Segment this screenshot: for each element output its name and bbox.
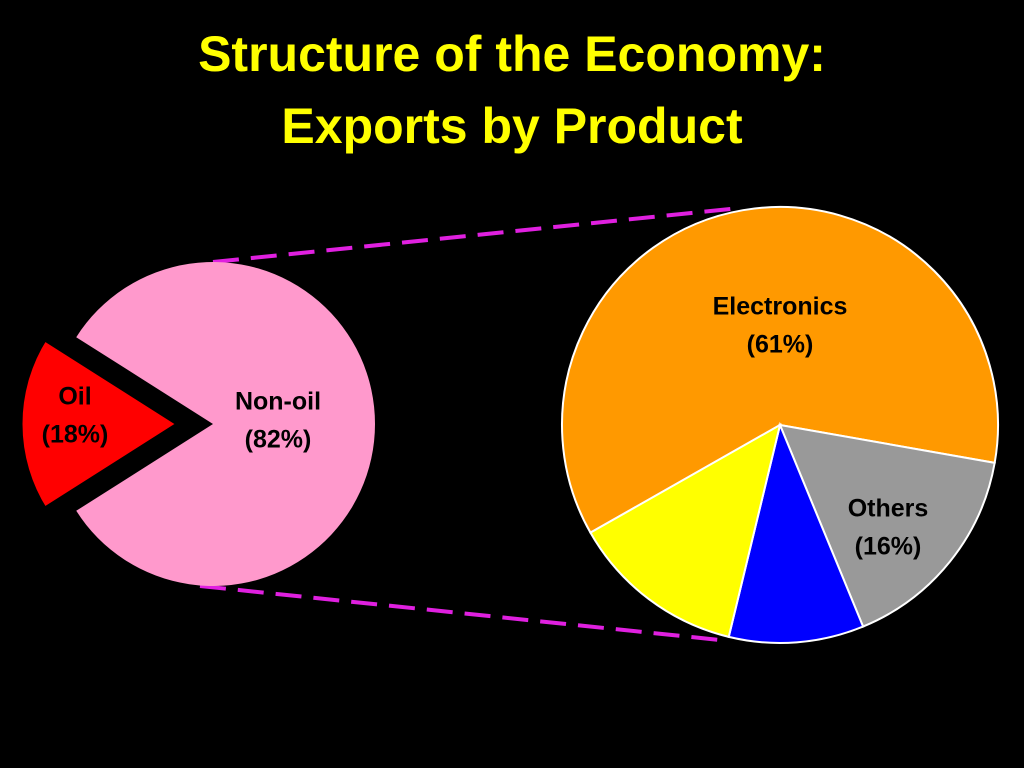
slice-value-label: (82%): [245, 426, 312, 454]
slice-value-label: (18%): [42, 421, 109, 449]
slice-value-label: (13%): [465, 578, 532, 606]
connector-line: [199, 584, 721, 642]
slice-label: Others: [848, 495, 929, 523]
slice-value-label: (16%): [855, 533, 922, 561]
slice-value-label: (10%): [717, 685, 784, 713]
pie-slice: [76, 261, 376, 586]
title-line: Exports by Product: [281, 98, 743, 154]
slice-label: Oil: [58, 383, 91, 411]
title-line: Structure of the Economy:: [198, 26, 826, 82]
pie-slice: [778, 423, 996, 628]
slice-label: Electronics: [713, 293, 848, 321]
pie-slice: [15, 332, 188, 516]
slice-label: Misc Manufactured Articles: [588, 647, 912, 675]
slice-label: Chemicals: [435, 540, 560, 568]
pie-slice: [561, 206, 999, 535]
slice-value-label: (61%): [747, 331, 814, 359]
slice-label: Non-oil: [235, 388, 321, 416]
pie-slice: [589, 422, 782, 639]
connector-line: [212, 206, 741, 264]
pie-slice: [727, 421, 865, 644]
